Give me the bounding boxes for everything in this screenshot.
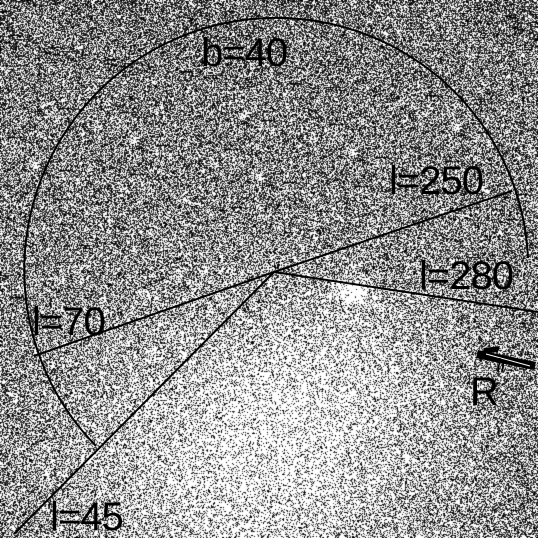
label-b40: b=40	[201, 31, 287, 75]
label-l250: l=250	[389, 159, 483, 203]
label-l70: l=70	[32, 300, 105, 344]
label-l280: l=280	[419, 254, 513, 298]
longitude-line-l250	[273, 190, 513, 273]
label-r: R	[470, 370, 498, 414]
longitude-line-l70	[33, 271, 275, 357]
label-l45: l=45	[50, 495, 123, 538]
r-marker	[476, 346, 536, 373]
longitude-line-l45	[13, 271, 275, 535]
longitude-line-l280	[273, 271, 538, 313]
latitude-circle-b40	[23, 16, 529, 447]
